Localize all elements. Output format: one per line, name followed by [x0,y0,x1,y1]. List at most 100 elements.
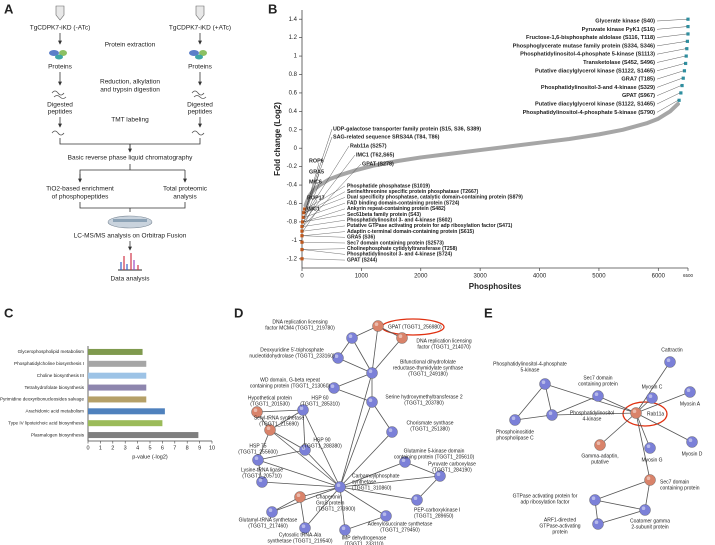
x-axis-title: p-value (-log2) [132,454,168,460]
node [294,491,306,503]
node [380,510,392,522]
annotation: GRA7 (T185) [621,77,655,83]
category-label: Pyrimidine deoxyribonucleosides salvage [0,397,84,402]
edge [339,431,393,488]
annotation: Sec7 domain containing protein (S2573) [347,240,444,246]
node-label: (TGGT1_217460) [248,523,288,529]
node-label: (TGGT1_273900) [316,506,356,512]
x-tick-label: 9 [198,445,201,451]
edge [635,412,693,443]
data-line [303,101,680,208]
category-label: Choline biosynthesis III [37,373,84,378]
leader-line [303,208,346,223]
node-shine [299,406,304,411]
node-label: Carbamoylphosphate [352,473,400,479]
data-point [680,83,684,88]
panel-letter: D [234,305,243,320]
edge [333,387,373,403]
data-point [300,257,304,261]
edge [635,412,651,449]
leader-line [303,183,320,223]
leader-line [303,214,346,223]
node-label: containing protein [660,485,700,491]
node-shine [334,354,339,359]
y-tick-label: -1 [292,238,298,244]
x-tick-label: 6000 [652,274,666,280]
node [366,396,378,408]
edge [551,412,637,416]
node [411,494,423,506]
panel-letter: E [484,305,493,320]
node [589,494,601,506]
y-tick-label: 1 [294,54,298,60]
node-label: Deoxyuridine 5'-triphosphate [260,347,324,353]
node-shine [594,392,599,397]
node-shine [266,426,271,431]
y-tick-label: 1.2 [289,35,298,41]
annotation: Adaptin c-terminal domain-containing pro… [347,229,474,235]
annotation: GRA5 [309,169,324,175]
step-label: peptides [188,109,213,116]
edge [339,486,418,501]
node-label: Bifunctional dihydrofolate [400,359,456,365]
node-label: Cytosolic tRNA-Ala [279,532,322,538]
node [299,444,311,456]
leader-line [302,163,362,227]
node-label: putative [591,459,609,465]
node-shine [253,408,258,413]
node [592,518,604,530]
node [251,406,263,418]
tube-icon [195,5,205,21]
node-label: Lysine-tRNA ligase [241,467,283,473]
node-label: (TGGT1_279450) [380,527,420,533]
node-shine [341,526,346,530]
node-shine [594,520,599,524]
annotation: Phosphatidylinositol 3- and 4-kinase (S7… [347,252,452,258]
y-tick-label: 0.6 [289,91,298,97]
data-point [300,224,304,229]
data-point [681,76,685,80]
bar [88,384,147,391]
data-point [686,24,690,29]
node-label: phospholipase C [496,435,534,441]
step-label: Protein extraction [105,42,156,49]
node-label: HSP 60 [311,395,328,401]
node-label: DNA replication licensing [272,319,328,325]
node-shine [388,428,393,433]
leader-line [302,235,346,238]
edge [635,412,651,481]
node-label: (TGGT1_284190) [432,467,472,473]
node-shine [591,496,596,501]
edge [256,409,304,413]
bar [88,408,165,415]
node [264,424,276,436]
edge [594,479,651,501]
edge [339,461,406,488]
node-shine [382,512,387,516]
node-label: (TGGT1_203780) [404,400,444,406]
edge [269,429,306,451]
data-point [686,17,690,21]
x-tick-label: 7 [173,445,176,451]
node-label: containing protein (TGGT1_205610) [394,454,475,460]
edge [339,372,373,488]
edge [271,486,341,513]
annotation: Fructose-1,6-bisphosphate aldolase (S116… [526,35,655,41]
node [366,367,378,379]
node-label: HSP 90 [313,437,330,443]
node-shine [368,369,373,374]
annotation: Putative diacylglycerol kinase (S1122, S… [535,68,655,74]
node-label: 2-subunit protein [631,524,668,530]
category-label: Plasmalogen biosynthesis [31,432,85,437]
node-label: (TGGT1_288380) [302,443,342,449]
node-label: reductase-thymidylate synthase [393,365,464,371]
node-shine [436,472,441,477]
step-label: Digested [187,102,213,109]
data-point [301,215,305,219]
annotation: Dual specificity phosphatase, catalytic … [347,195,523,201]
node [594,439,606,451]
node [297,404,309,416]
annotation: FAD binding domain-containing protein (S… [347,200,460,206]
panel-letter: A [4,1,14,16]
leader-line [304,136,333,213]
